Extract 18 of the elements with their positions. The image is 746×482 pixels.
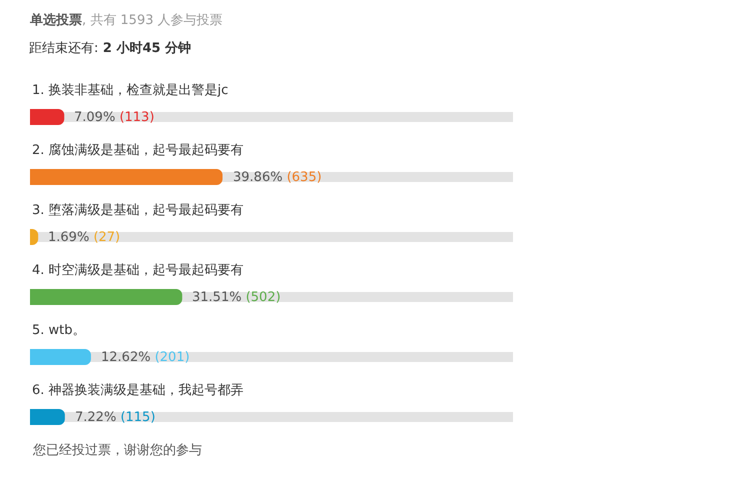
bar	[30, 109, 64, 125]
y-tick-label: 3. 堕落满级是基础，起号最起码要有	[32, 203, 244, 218]
y-tick-label: 5. wtb。	[32, 323, 86, 338]
y-tick-label: 6. 神器换装满级是基础，我起号都弄	[32, 383, 244, 398]
chart-subtitle: 距结束还有: 2 小时45 分钟	[29, 41, 192, 56]
y-tick-label: 2. 腐蚀满级是基础，起号最起码要有	[32, 143, 244, 158]
data-label: 31.51% (502)	[192, 290, 281, 305]
y-tick-label: 1. 换装非基础，检查就是出警是jc	[32, 83, 228, 98]
bar	[30, 349, 91, 365]
data-label: 7.22% (115)	[75, 410, 156, 425]
y-tick-label: 4. 时空满级是基础，起号最起码要有	[32, 263, 244, 278]
data-label: 12.62% (201)	[101, 350, 190, 365]
data-label: 1.69% (27)	[48, 230, 120, 245]
data-label: 39.86% (635)	[233, 170, 322, 185]
chart-title: 单选投票, 共有 1593 人参与投票	[29, 12, 223, 28]
bar	[30, 409, 65, 425]
text: 您已经投过票，谢谢您的参与	[32, 443, 202, 458]
data-label: 7.09% (113)	[74, 110, 154, 125]
